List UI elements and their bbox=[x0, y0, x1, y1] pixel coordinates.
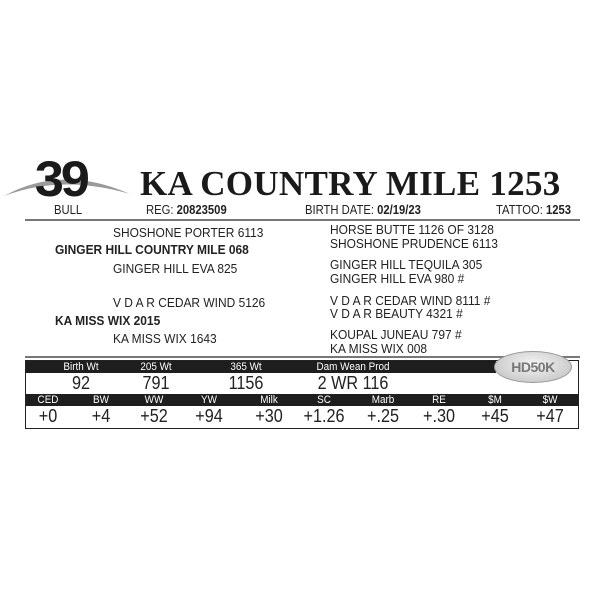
header-cell: RE bbox=[432, 394, 446, 406]
lot-number: 39 bbox=[34, 151, 90, 207]
pedigree-right: GINGER HILL TEQUILA 305 bbox=[330, 257, 483, 272]
birth-date: BIRTH DATE: 02/19/23 bbox=[305, 203, 421, 217]
value-cell: +30 bbox=[255, 406, 283, 426]
registration: REG: 20823509 bbox=[146, 203, 227, 217]
header-cell: SC bbox=[317, 394, 331, 406]
value-cell: +1.26 bbox=[303, 406, 345, 426]
performance-header: Birth Wt 205 Wt 365 Wt Dam Wean Prod bbox=[26, 361, 496, 373]
pedigree-right: GINGER HILL EVA 980 # bbox=[330, 271, 465, 286]
header-cell: $M bbox=[488, 394, 502, 406]
performance-values: 92 791 1156 2 WR 116 bbox=[26, 373, 578, 394]
pedigree-right: SHOSHONE PRUDENCE 6113 bbox=[330, 236, 498, 251]
value-cell: +94 bbox=[195, 406, 223, 426]
value-cell: 791 bbox=[142, 373, 170, 393]
epd-header: CED BW WW YW Milk SC Marb RE $M $W bbox=[26, 394, 578, 406]
header-cell: WW bbox=[144, 394, 164, 406]
header-cell: Birth Wt bbox=[63, 361, 99, 373]
dam: KA MISS WIX 2015 bbox=[55, 313, 161, 328]
divider bbox=[25, 356, 580, 358]
value-cell: +45 bbox=[481, 406, 509, 426]
value-cell: +52 bbox=[140, 406, 168, 426]
lot-type: BULL bbox=[54, 203, 83, 217]
value-cell: +0 bbox=[38, 406, 58, 426]
animal-name: KA COUNTRY MILE 1253 bbox=[140, 164, 561, 203]
header-cell: YW bbox=[201, 394, 217, 406]
header-cell: Marb bbox=[371, 394, 395, 406]
performance-table: Birth Wt 205 Wt 365 Wt Dam Wean Prod 92 … bbox=[25, 360, 579, 429]
value-cell: 1156 bbox=[228, 373, 264, 393]
value-cell: 2 WR 116 bbox=[317, 373, 389, 393]
divider bbox=[25, 219, 580, 221]
header-cell: CED bbox=[37, 394, 59, 406]
dam-dam: KA MISS WIX 1643 bbox=[113, 331, 217, 346]
value-cell: +4 bbox=[91, 406, 111, 426]
pedigree-right: V D A R BEAUTY 4321 # bbox=[330, 306, 463, 321]
pedigree-right: KOUPAL JUNEAU 797 # bbox=[330, 327, 462, 342]
header-cell: Dam Wean Prod bbox=[316, 361, 390, 373]
pedigree-right: V D A R CEDAR WIND 8111 # bbox=[330, 293, 491, 308]
tattoo-value: 1253 bbox=[546, 203, 572, 217]
hd50k-badge: HD50K bbox=[494, 351, 572, 383]
header-cell: 365 Wt bbox=[230, 361, 262, 373]
epd-values: +0 +4 +52 +94 +30 +1.26 +.25 +.30 +45 +4… bbox=[26, 406, 578, 427]
tattoo-label: TATTOO: bbox=[496, 203, 543, 217]
sire: GINGER HILL COUNTRY MILE 068 bbox=[55, 242, 249, 257]
birth-value: 02/19/23 bbox=[377, 203, 421, 217]
pedigree-right: HORSE BUTTE 1126 OF 3128 bbox=[330, 222, 494, 237]
header-cell: $W bbox=[542, 394, 558, 406]
header-cell: Milk bbox=[260, 394, 278, 406]
swoosh-graphic bbox=[4, 179, 130, 196]
value-cell: +.25 bbox=[367, 406, 399, 426]
reg-value: 20823509 bbox=[176, 203, 227, 217]
reg-label: REG: bbox=[146, 203, 174, 217]
header-cell: BW bbox=[93, 394, 109, 406]
sire-dam: GINGER HILL EVA 825 bbox=[113, 261, 238, 276]
birth-label: BIRTH DATE: bbox=[305, 203, 374, 217]
value-cell: +.30 bbox=[423, 406, 455, 426]
value-cell: +47 bbox=[536, 406, 564, 426]
header-cell: 205 Wt bbox=[140, 361, 172, 373]
value-cell: 92 bbox=[71, 373, 91, 393]
pedigree-right: KA MISS WIX 008 bbox=[330, 341, 428, 356]
tattoo: TATTOO: 1253 bbox=[496, 203, 571, 217]
dam-sire: V D A R CEDAR WIND 5126 bbox=[113, 295, 266, 310]
sire-sire: SHOSHONE PORTER 6113 bbox=[113, 225, 264, 240]
